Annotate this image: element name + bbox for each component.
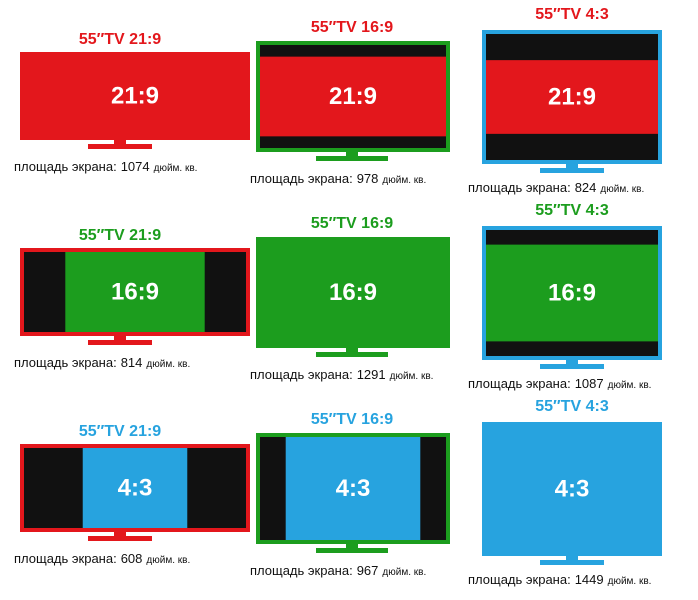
tv-stand-neck (346, 348, 358, 352)
tv-title: 55″TV 21:9 (79, 227, 161, 244)
tv-stand-base (316, 352, 388, 357)
tv-stand-base (88, 536, 152, 541)
content-label: 16:9 (111, 278, 159, 305)
area-label: площадь экрана: (468, 376, 571, 391)
content-label: 4:3 (118, 474, 153, 501)
screen-area: площадь экрана: 978 дюйм. кв. (250, 171, 426, 186)
tv-title: 55″TV 16:9 (311, 19, 393, 36)
screen-area: площадь экрана: 814 дюйм. кв. (14, 355, 190, 370)
tv-stand-base (316, 156, 388, 161)
area-label: площадь экрана: (14, 159, 117, 174)
tv-cell: 55″TV 21:9 16:9 площадь экрана: 814 дюйм. кв… (14, 227, 250, 370)
content-area (65, 252, 205, 332)
tv-title: 55″TV 4:3 (535, 6, 609, 23)
area-label: площадь экрана: (468, 572, 571, 587)
content-area (486, 426, 658, 552)
tv-stand-neck (566, 360, 578, 364)
area-unit: дюйм. кв. (382, 567, 426, 578)
content-label: 4:3 (555, 475, 590, 502)
area-value: 978 (357, 171, 379, 186)
tv-stand-neck (346, 544, 358, 548)
content-label: 21:9 (329, 83, 377, 110)
content-label: 16:9 (329, 279, 377, 306)
tv-stand-base (316, 548, 388, 553)
tv-cell: 55″TV 4:3 4:3 площадь экрана: 1449 дюйм. кв. (468, 398, 662, 587)
area-value: 608 (121, 551, 143, 566)
tv-title: 55″TV 16:9 (311, 411, 393, 428)
area-value: 1291 (357, 367, 386, 382)
area-value: 814 (121, 355, 143, 370)
area-value: 1449 (575, 572, 604, 587)
area-unit: дюйм. кв. (382, 175, 426, 186)
area-unit: дюйм. кв. (146, 555, 190, 566)
content-area (260, 56, 446, 137)
content-label: 21:9 (111, 82, 159, 109)
area-unit: дюйм. кв. (608, 576, 652, 587)
tv-cell: 55″TV 16:9 21:9 площадь экрана: 978 дюйм. кв… (250, 19, 450, 186)
area-value: 1087 (575, 376, 604, 391)
area-unit: дюйм. кв. (146, 359, 190, 370)
content-label: 16:9 (548, 279, 596, 306)
screen-area: площадь экрана: 967 дюйм. кв. (250, 563, 426, 578)
tv-stand-base (540, 560, 604, 565)
area-unit: дюйм. кв. (390, 371, 434, 382)
tv-cell: 55″TV 16:9 16:9 площадь экрана: 1291 дюйм. к… (250, 215, 450, 382)
tv-cell: 55″TV 4:3 16:9 площадь экрана: 1087 дюйм. кв… (468, 202, 662, 391)
content-area (82, 448, 188, 528)
tv-stand-neck (114, 532, 126, 536)
tv-stand-base (88, 340, 152, 345)
screen-area: площадь экрана: 1449 дюйм. кв. (468, 572, 651, 587)
tv-title: 55″TV 21:9 (79, 423, 161, 440)
area-value: 1074 (121, 159, 150, 174)
area-label: площадь экрана: (250, 563, 353, 578)
area-unit: дюйм. кв. (608, 380, 652, 391)
area-label: площадь экрана: (14, 355, 117, 370)
tv-stand-base (88, 144, 152, 149)
area-value: 824 (575, 180, 597, 195)
tv-stand-neck (114, 336, 126, 340)
area-label: площадь экрана: (14, 551, 117, 566)
tv-stand-neck (566, 556, 578, 560)
screen-area: площадь экрана: 608 дюйм. кв. (14, 551, 190, 566)
tv-stand-base (540, 168, 604, 173)
tv-cell: 55″TV 21:9 4:3 площадь экрана: 608 дюйм. кв. (14, 423, 250, 566)
screen-area: площадь экрана: 1074 дюйм. кв. (14, 159, 197, 174)
area-label: площадь экрана: (250, 367, 353, 382)
content-label: 21:9 (548, 83, 596, 110)
area-label: площадь экрана: (468, 180, 571, 195)
tv-cell: 55″TV 16:9 4:3 площадь экрана: 967 дюйм. кв. (250, 411, 450, 578)
tv-title: 55″TV 4:3 (535, 398, 609, 415)
content-area (260, 241, 446, 344)
tv-stand-neck (566, 164, 578, 168)
screen-area: площадь экрана: 824 дюйм. кв. (468, 180, 644, 195)
tv-title: 55″TV 16:9 (311, 215, 393, 232)
tv-title: 55″TV 4:3 (535, 202, 609, 219)
tv-stand-neck (346, 152, 358, 156)
content-area (285, 437, 421, 540)
area-value: 967 (357, 563, 379, 578)
content-area (486, 244, 658, 342)
tv-title: 55″TV 21:9 (79, 31, 161, 48)
screen-area: площадь экрана: 1087 дюйм. кв. (468, 376, 651, 391)
tv-cell: 55″TV 4:3 21:9 площадь экрана: 824 дюйм. кв. (468, 6, 662, 195)
area-unit: дюйм. кв. (154, 163, 198, 174)
tv-cell: 55″TV 21:9 21:9 площадь экрана: 1074 дюйм. к… (14, 31, 250, 174)
content-label: 4:3 (336, 475, 371, 502)
tv-stand-neck (114, 140, 126, 144)
tv-stand-base (540, 364, 604, 369)
content-area (24, 56, 246, 136)
area-unit: дюйм. кв. (600, 184, 644, 195)
screen-area: площадь экрана: 1291 дюйм. кв. (250, 367, 433, 382)
area-label: площадь экрана: (250, 171, 353, 186)
content-area (486, 60, 658, 134)
